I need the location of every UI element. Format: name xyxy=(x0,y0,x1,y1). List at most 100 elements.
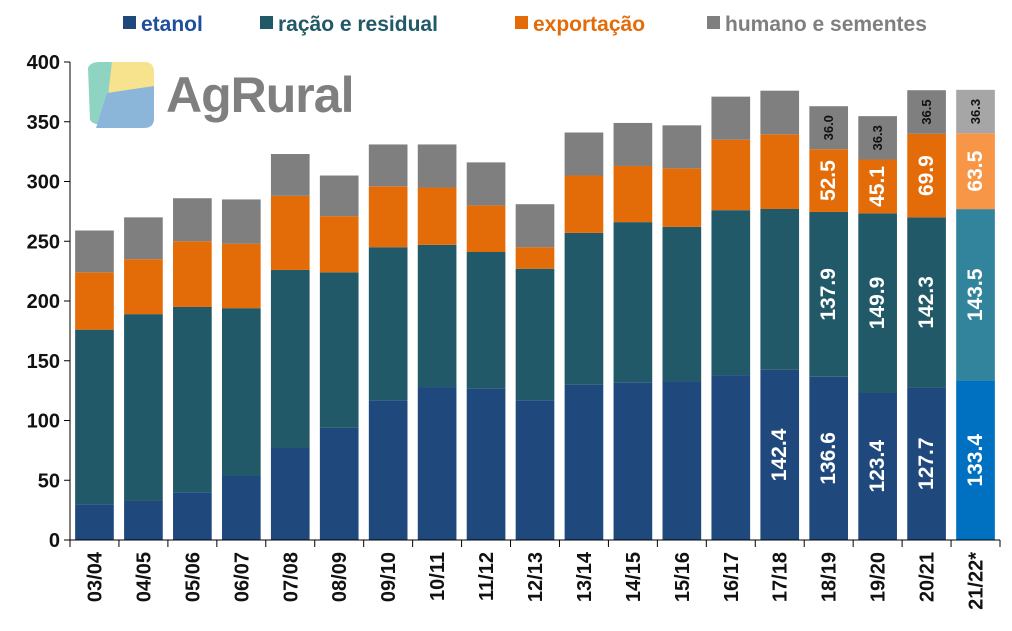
data-label-ra-o-e-residual-19-20: 149.9 xyxy=(866,277,889,330)
x-tick-label: 18/19 xyxy=(819,552,841,602)
bar-exporta-o-11-12 xyxy=(466,205,506,253)
bar-etanol-03-04 xyxy=(75,504,114,540)
data-label-ra-o-e-residual-21-22: 143.5 xyxy=(964,268,987,321)
bar-exporta-o-13-14 xyxy=(564,175,604,233)
bar-ra-o-e-residual-12-13 xyxy=(515,268,555,401)
bar-etanol-15-16 xyxy=(662,381,702,540)
bar-exporta-o-17-18 xyxy=(760,134,800,209)
x-tick-label: 14/15 xyxy=(623,552,645,602)
bar-etanol-18-19 xyxy=(809,376,849,540)
bar-ra-o-e-residual-08-09 xyxy=(319,272,359,428)
data-label-etanol-21-22: 133.4 xyxy=(964,434,987,487)
bar-humano-e-sementes-03-04 xyxy=(75,230,114,273)
agrural-logo-mark xyxy=(88,62,154,128)
data-label-humano-e-sementes-20-21: 36.5 xyxy=(919,99,934,124)
bar-etanol-21-22 xyxy=(956,380,995,540)
bar-humano-e-sementes-12-13 xyxy=(515,204,555,248)
x-tick-label: 20/21 xyxy=(917,552,939,602)
bar-exporta-o-04-05 xyxy=(124,259,163,315)
bar-ra-o-e-residual-21-22 xyxy=(956,209,995,381)
bar-exporta-o-09-10 xyxy=(368,186,408,248)
bar-etanol-05-06 xyxy=(173,492,212,540)
bar-ra-o-e-residual-16-17 xyxy=(711,210,751,376)
bar-humano-e-sementes-11-12 xyxy=(466,162,506,206)
data-label-exporta-o-20-21: 69.9 xyxy=(915,155,938,196)
chart-legend: etanol ração e residual exportação humano e… xyxy=(123,13,927,36)
bar-exporta-o-06-07 xyxy=(221,243,261,309)
bar-exporta-o-03-04 xyxy=(75,272,114,330)
bar-etanol-13-14 xyxy=(564,384,604,540)
data-label-exporta-o-21-22: 63.5 xyxy=(964,150,987,191)
bar-ra-o-e-residual-19-20 xyxy=(858,213,897,393)
bar-exporta-o-12-13 xyxy=(515,247,555,269)
bar-humano-e-sementes-21-22 xyxy=(956,89,995,134)
bar-ra-o-e-residual-11-12 xyxy=(466,252,506,389)
bar-etanol-06-07 xyxy=(221,475,261,540)
chart-bars xyxy=(75,89,995,540)
bar-etanol-17-18 xyxy=(760,369,800,540)
legend-swatch-ra-o-e-residual xyxy=(260,16,273,29)
bar-ra-o-e-residual-17-18 xyxy=(760,208,800,370)
bar-etanol-10-11 xyxy=(417,387,457,540)
bar-humano-e-sementes-19-20 xyxy=(858,116,897,160)
x-tick-label: 15/16 xyxy=(672,552,694,602)
bar-etanol-04-05 xyxy=(124,500,163,540)
bar-etanol-19-20 xyxy=(858,392,897,540)
x-tick-label: 16/17 xyxy=(721,552,743,602)
bar-ra-o-e-residual-09-10 xyxy=(368,247,408,401)
bar-exporta-o-16-17 xyxy=(711,139,751,211)
bar-exporta-o-05-06 xyxy=(173,241,212,307)
bar-ra-o-e-residual-04-05 xyxy=(124,314,163,501)
bar-humano-e-sementes-18-19 xyxy=(809,106,849,150)
legend-label-exporta-o: exportação xyxy=(533,13,645,36)
y-tick-label: 50 xyxy=(38,470,60,492)
x-tick-label: 05/06 xyxy=(182,552,204,602)
bar-ra-o-e-residual-03-04 xyxy=(75,329,114,505)
x-tick-label: 08/09 xyxy=(329,552,351,602)
legend-swatch-exporta-o xyxy=(515,16,528,29)
x-tick-label: 07/08 xyxy=(280,552,302,602)
x-tick-label: 13/14 xyxy=(574,551,596,602)
logo-leaf-blue xyxy=(96,86,154,128)
bar-humano-e-sementes-15-16 xyxy=(662,125,702,169)
y-tick-label: 0 xyxy=(49,530,60,552)
x-tick-label: 12/13 xyxy=(525,552,547,602)
bar-exporta-o-21-22 xyxy=(956,133,995,210)
y-tick-label: 200 xyxy=(27,291,60,313)
x-tick-label: 19/20 xyxy=(868,552,890,602)
bar-ra-o-e-residual-14-15 xyxy=(613,222,653,383)
legend-label-humano-e-sementes: humano e sementes xyxy=(725,13,927,36)
bar-humano-e-sementes-13-14 xyxy=(564,132,604,176)
x-tick-label: 21/22* xyxy=(966,552,988,610)
y-tick-label: 250 xyxy=(27,231,60,253)
legend-swatch-etanol xyxy=(123,16,136,29)
data-label-ra-o-e-residual-18-19: 137.9 xyxy=(817,268,840,321)
bar-ra-o-e-residual-07-08 xyxy=(270,269,310,448)
data-label-exporta-o-18-19: 52.5 xyxy=(817,160,840,201)
agrural-logo: AgRural xyxy=(88,62,354,128)
data-label-etanol-17-18: 142.4 xyxy=(768,428,791,481)
bar-humano-e-sementes-07-08 xyxy=(270,154,310,196)
bar-exporta-o-10-11 xyxy=(417,187,457,245)
bar-humano-e-sementes-09-10 xyxy=(368,144,408,187)
legend-swatch-humano-e-sementes xyxy=(707,16,720,29)
bar-etanol-20-21 xyxy=(907,387,946,540)
logo-leaf-yellow xyxy=(108,62,154,96)
bar-ra-o-e-residual-20-21 xyxy=(907,217,946,388)
chart-axes: 0 50 100 150 200 250 300 350 400 03/04 04/05 05/06 0… xyxy=(27,52,1001,610)
bar-humano-e-sementes-16-17 xyxy=(711,96,751,140)
chart-data-labels: 142.4 136.6 137.9 52.5 36.0 123.4 149.9 45.1 36.… xyxy=(768,99,987,493)
legend-label-etanol: etanol xyxy=(141,13,203,36)
data-label-humano-e-sementes-21-22: 36.3 xyxy=(968,99,983,124)
bar-etanol-07-08 xyxy=(270,447,310,540)
bar-exporta-o-19-20 xyxy=(858,159,897,214)
legend-label-ra-o-e-residual: ração e residual xyxy=(278,13,438,36)
data-label-ra-o-e-residual-20-21: 142.3 xyxy=(915,276,938,329)
x-tick-label: 11/12 xyxy=(476,552,498,601)
y-tick-label: 150 xyxy=(27,351,60,373)
bar-humano-e-sementes-06-07 xyxy=(221,199,261,244)
y-tick-label: 400 xyxy=(27,52,60,74)
x-tick-label: 03/04 xyxy=(84,551,106,602)
bar-etanol-11-12 xyxy=(466,388,506,540)
